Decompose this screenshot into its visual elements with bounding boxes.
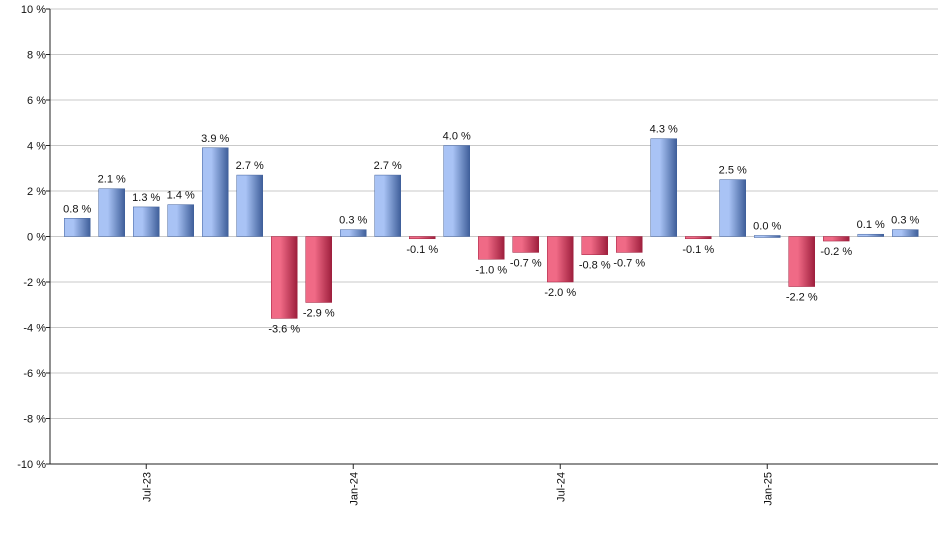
y-tick-label: 4 % bbox=[27, 141, 46, 153]
bar-value-label: -0.2 % bbox=[820, 246, 852, 258]
bar-value-label: -2.2 % bbox=[786, 292, 818, 304]
bar-value-label: 0.3 % bbox=[891, 215, 919, 227]
bar-May-25 bbox=[857, 233, 884, 237]
x-tick-label: Jan-25 bbox=[762, 472, 774, 506]
x-tick-label: Jul-24 bbox=[555, 472, 567, 502]
bar-Jul-24 bbox=[512, 236, 539, 253]
bar-value-label: 2.5 % bbox=[719, 165, 747, 177]
bar-value-label: 2.7 % bbox=[374, 160, 402, 172]
bar-Sep-23 bbox=[167, 204, 194, 237]
bar-Dec-24 bbox=[685, 236, 712, 240]
bar-value-label: -0.1 % bbox=[682, 244, 714, 256]
y-tick-label: -10 % bbox=[17, 459, 46, 471]
bar-Jul-23 bbox=[98, 188, 125, 237]
bar-Feb-25 bbox=[754, 235, 781, 238]
x-axis-tick-labels: Jul-23 Jan-24 Jul-24 Jan-25 bbox=[141, 464, 774, 506]
y-tick-label: -6 % bbox=[23, 368, 46, 380]
bar-Jan-24 bbox=[305, 236, 332, 303]
bar-Apr-24 bbox=[409, 236, 436, 240]
bars bbox=[64, 138, 919, 319]
bar-value-label: -3.6 % bbox=[268, 323, 300, 335]
bar-Jun-23 bbox=[64, 218, 91, 237]
y-tick-label: 10 % bbox=[21, 4, 46, 16]
axes bbox=[49, 9, 938, 465]
bar-Dec-23 bbox=[271, 236, 298, 319]
y-tick-label: 2 % bbox=[27, 186, 46, 198]
bar-Oct-23 bbox=[202, 147, 229, 237]
y-tick-label: -8 % bbox=[23, 414, 46, 426]
bar-Aug-24 bbox=[547, 236, 574, 283]
bar-value-label: -2.9 % bbox=[303, 307, 335, 319]
y-axis-tick-labels: 10 % 8 % 6 % 4 % 2 % 0 % -2 % -4 % -6 % -8 % -10 % bbox=[17, 4, 50, 471]
bar-value-label: 3.9 % bbox=[201, 133, 229, 145]
bar-value-label: -0.7 % bbox=[613, 257, 645, 269]
bar-value-label: -1.0 % bbox=[475, 264, 507, 276]
y-tick-label: 6 % bbox=[27, 95, 46, 107]
bar-value-label: -2.0 % bbox=[544, 287, 576, 299]
bar-value-label: 0.1 % bbox=[857, 219, 885, 231]
x-tick-label: Jan-24 bbox=[348, 472, 360, 506]
bar-value-label: 0.8 % bbox=[63, 203, 91, 215]
y-tick-label: -2 % bbox=[23, 277, 46, 289]
bar-Jun-25 bbox=[892, 229, 919, 237]
bar-Nov-23 bbox=[236, 174, 263, 237]
bar-value-labels: 0.8 % 2.1 % 1.3 % 1.4 % 3.9 % 2.7 % -3.6 %-2.9… bbox=[63, 124, 919, 336]
bar-Feb-24 bbox=[340, 229, 367, 237]
bar-value-label: 4.0 % bbox=[443, 131, 471, 143]
bar-Sep-24 bbox=[581, 236, 608, 255]
bar-value-label: -0.7 % bbox=[510, 257, 542, 269]
bar-Apr-25 bbox=[823, 236, 850, 242]
y-tick-label: 0 % bbox=[27, 232, 46, 244]
bar-Oct-24 bbox=[616, 236, 643, 253]
bar-Jun-24 bbox=[478, 236, 505, 260]
bar-value-label: 1.3 % bbox=[132, 192, 160, 204]
x-tick-label: Jul-23 bbox=[141, 472, 153, 502]
bar-value-label: 2.1 % bbox=[98, 174, 126, 186]
bar-value-label: 0.0 % bbox=[753, 221, 781, 233]
bar-value-label: 1.4 % bbox=[167, 190, 195, 202]
bar-value-label: 4.3 % bbox=[650, 124, 678, 136]
bar-Mar-25 bbox=[788, 236, 815, 287]
bar-value-label: 2.7 % bbox=[236, 160, 264, 172]
bar-value-label: -0.8 % bbox=[579, 260, 611, 272]
bar-value-label: 0.3 % bbox=[339, 215, 367, 227]
y-tick-label: 8 % bbox=[27, 50, 46, 62]
bar-Aug-23 bbox=[133, 206, 160, 237]
bar-Nov-24 bbox=[650, 138, 677, 237]
y-tick-label: -4 % bbox=[23, 323, 46, 335]
bar-May-24 bbox=[443, 145, 470, 237]
bar-Mar-24 bbox=[374, 174, 401, 237]
bar-value-label: -0.1 % bbox=[406, 244, 438, 256]
bar-Jan-25 bbox=[719, 179, 746, 237]
